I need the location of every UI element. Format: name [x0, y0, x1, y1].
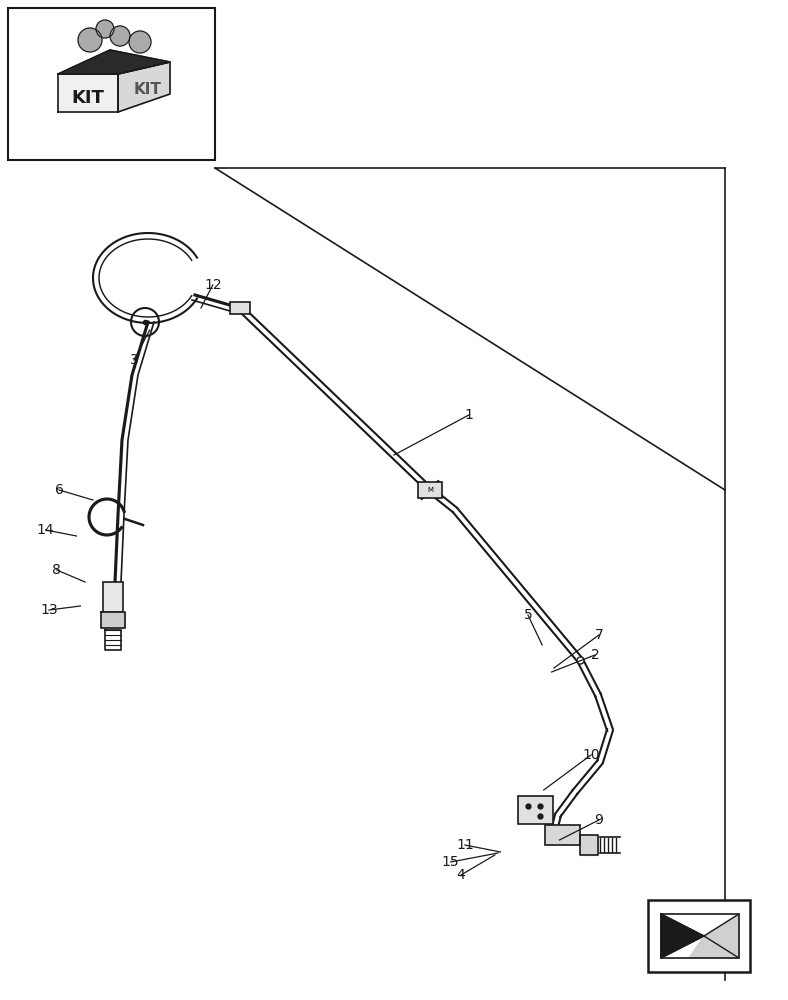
Text: 13: 13 — [40, 603, 58, 617]
Text: KIT: KIT — [134, 83, 162, 98]
Text: 15: 15 — [442, 855, 459, 869]
Bar — [648, 900, 750, 972]
Polygon shape — [118, 62, 170, 112]
Circle shape — [96, 20, 114, 38]
Circle shape — [78, 28, 102, 52]
Text: M: M — [427, 487, 433, 493]
Text: 9: 9 — [594, 813, 604, 827]
Bar — [545, 825, 580, 845]
Polygon shape — [689, 914, 739, 958]
Text: 5: 5 — [523, 608, 533, 622]
FancyBboxPatch shape — [518, 796, 553, 824]
Text: 4: 4 — [456, 868, 466, 882]
Text: 1: 1 — [464, 408, 474, 422]
FancyBboxPatch shape — [418, 482, 442, 498]
Text: KIT: KIT — [72, 89, 105, 107]
Text: 11: 11 — [456, 838, 474, 852]
Text: 8: 8 — [52, 563, 61, 577]
Text: 10: 10 — [582, 748, 600, 762]
Text: 14: 14 — [37, 523, 54, 537]
Text: 3: 3 — [129, 353, 139, 367]
Bar — [8, 8, 215, 160]
Text: 2: 2 — [590, 648, 600, 662]
Text: 12: 12 — [204, 278, 221, 292]
Polygon shape — [58, 50, 170, 74]
Polygon shape — [661, 914, 704, 958]
Circle shape — [110, 26, 130, 46]
Text: 7: 7 — [594, 628, 604, 642]
Bar — [103, 582, 123, 612]
Text: 6: 6 — [54, 483, 64, 497]
Polygon shape — [58, 74, 118, 112]
Circle shape — [129, 31, 151, 53]
Polygon shape — [101, 612, 125, 628]
Polygon shape — [580, 835, 598, 855]
FancyBboxPatch shape — [230, 302, 250, 314]
